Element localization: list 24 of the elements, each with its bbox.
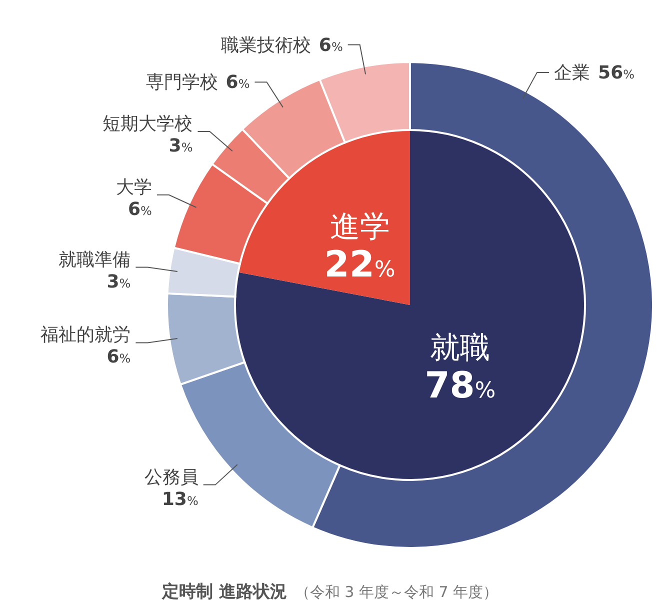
slice-label: 進学 (330, 209, 390, 244)
data-label: 3% (168, 135, 193, 156)
text: （令和 3 年度～令和 7 年度） (294, 583, 498, 601)
data-label: 13% (162, 488, 198, 510)
slice-label: 福祉的就労 (40, 324, 131, 346)
data-label: 6% (106, 346, 131, 368)
slice-label: 企業 (554, 62, 590, 84)
data-label: 6% (318, 34, 343, 56)
pie-slice (235, 130, 585, 480)
slice-label: 職業技術校 (220, 34, 311, 56)
text: 定時制 進路状況 (160, 582, 287, 602)
slice-label: 専門学校 (146, 72, 218, 94)
slice-label: 大学 (116, 176, 152, 198)
slice-label: 短期大学校 (102, 113, 193, 134)
data-label: 6% (226, 72, 250, 94)
data-label: 6% (128, 198, 152, 220)
data-label: 3% (106, 271, 131, 292)
pie-slice (238, 130, 410, 305)
slice-label: 就職 (430, 330, 490, 366)
data-label: 56% (598, 62, 635, 84)
slice-label: 就職準備 (58, 249, 131, 270)
data-label: 78% (424, 366, 496, 407)
slice-label: 公務員 (144, 466, 198, 488)
data-label: 22% (324, 244, 396, 286)
